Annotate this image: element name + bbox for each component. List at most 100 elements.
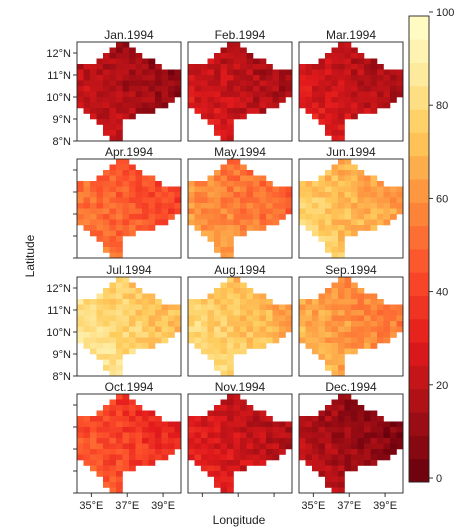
heat-cell — [227, 91, 234, 98]
heat-cell — [155, 208, 162, 215]
heat-cell — [168, 310, 175, 316]
heat-cell — [305, 315, 313, 322]
heat-cell — [129, 449, 136, 455]
heat-cell — [220, 299, 228, 305]
heat-cell — [279, 208, 286, 215]
heat-cell — [357, 186, 365, 193]
heat-cell — [77, 299, 84, 305]
heat-cell — [344, 102, 352, 109]
heat-cell — [331, 354, 339, 360]
heat-cell — [103, 230, 110, 237]
heat-cell — [220, 370, 228, 377]
heat-cell — [357, 108, 365, 114]
heat-cell — [240, 58, 247, 65]
heat-cell — [135, 410, 143, 417]
heat-cell — [266, 438, 273, 444]
heat-cell — [240, 465, 247, 472]
heat-cell — [338, 277, 345, 283]
heat-cell — [129, 58, 136, 65]
heat-cell — [103, 225, 110, 231]
heat-cell — [285, 86, 293, 92]
heat-cell — [194, 443, 202, 450]
heat-cell — [220, 465, 228, 472]
heat-cell — [377, 69, 384, 76]
heat-cell — [194, 69, 202, 76]
heat-cell — [318, 471, 326, 477]
heat-cell — [116, 225, 123, 231]
heat-cell — [240, 282, 247, 289]
heat-cell — [377, 443, 384, 450]
heat-cell — [90, 186, 97, 193]
heat-cell — [220, 310, 228, 316]
heat-cell — [220, 476, 228, 483]
heat-cell — [259, 64, 267, 70]
heat-cell — [344, 326, 352, 333]
heat-cell — [96, 310, 104, 316]
heat-cell — [122, 86, 130, 92]
heat-cell — [122, 293, 130, 300]
heat-cell — [351, 108, 358, 114]
heat-cell — [155, 102, 162, 109]
heat-cell — [90, 64, 97, 70]
heat-cell — [174, 80, 182, 87]
heat-cell — [201, 343, 208, 349]
heat-cell — [331, 432, 339, 439]
heat-cell — [201, 416, 208, 422]
heat-cell — [318, 343, 326, 349]
heat-cell — [148, 208, 156, 215]
heat-cell — [96, 86, 104, 92]
heat-cell — [83, 332, 91, 338]
heat-cell — [220, 135, 228, 142]
heat-cell — [233, 348, 241, 355]
heat-cell — [325, 108, 332, 114]
heat-cell — [220, 337, 228, 344]
heat-cell — [194, 208, 202, 215]
heat-cell — [325, 465, 332, 472]
heat-cell — [103, 170, 110, 176]
heat-cell — [148, 427, 156, 433]
heat-cell — [116, 69, 123, 76]
heat-cell — [96, 454, 104, 461]
heat-cell — [103, 359, 110, 366]
heat-cell — [96, 299, 104, 305]
heat-cell — [109, 299, 117, 305]
heat-cell — [396, 86, 404, 92]
heat-cell — [83, 91, 91, 98]
colorbar-segment — [409, 458, 429, 483]
heat-cell — [331, 288, 339, 294]
heat-cell — [390, 203, 397, 209]
heat-cell — [377, 432, 384, 439]
heat-cell — [116, 476, 123, 483]
heat-cell — [338, 310, 345, 316]
heat-cell — [129, 326, 136, 333]
heat-cell — [312, 181, 319, 187]
heat-cell — [325, 354, 332, 360]
heat-cell — [364, 86, 371, 92]
y-tick-label: 12°N — [46, 283, 71, 295]
heat-cell — [233, 186, 241, 193]
heat-cell — [233, 113, 241, 120]
heat-cell — [325, 315, 332, 322]
heat-cell — [305, 225, 313, 231]
heat-cell — [233, 299, 241, 305]
heat-cell — [240, 86, 247, 92]
heat-cell — [155, 454, 162, 461]
heat-cell — [109, 282, 117, 289]
x-tick-label: 37°E — [115, 500, 139, 512]
heat-cell — [325, 192, 332, 198]
heat-cell — [96, 449, 104, 455]
heat-cell — [109, 304, 117, 311]
heat-cell — [331, 299, 339, 305]
heat-cell — [325, 124, 332, 131]
heat-cell — [161, 91, 169, 98]
heat-cell — [351, 416, 358, 422]
heat-cell — [109, 487, 117, 494]
heat-cell — [220, 416, 228, 422]
heat-cell — [299, 299, 306, 305]
heat-cell — [220, 192, 228, 198]
heat-cell — [214, 119, 221, 125]
heat-cell — [266, 432, 273, 439]
heat-cell — [370, 449, 378, 455]
heat-cell — [370, 69, 378, 76]
heat-cell — [377, 310, 384, 316]
